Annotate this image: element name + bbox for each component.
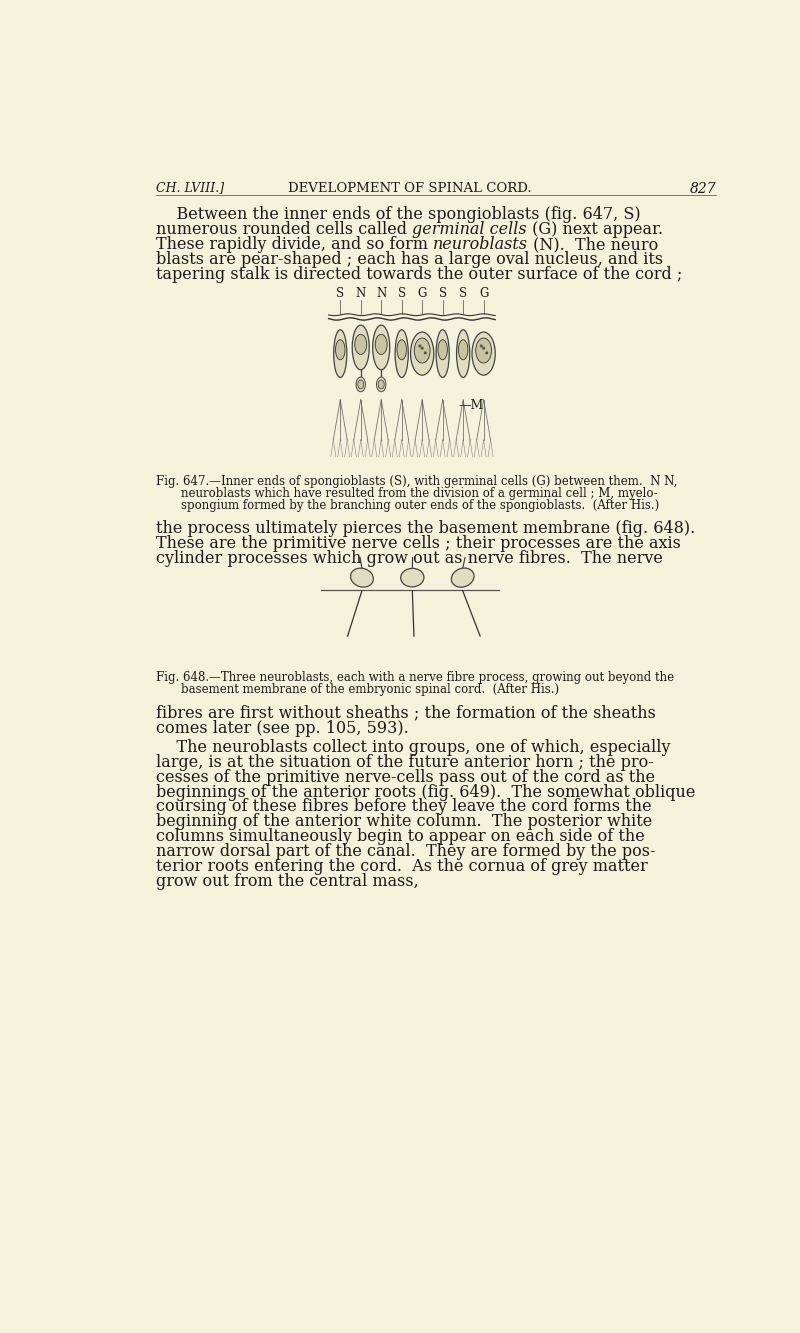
Text: cesses of the primitive nerve-cells pass out of the cord as the: cesses of the primitive nerve-cells pass… xyxy=(156,769,655,785)
Text: N: N xyxy=(356,287,366,300)
Text: Fig. 648.—Three neuroblasts, each with a nerve fibre process, growing out beyond: Fig. 648.—Three neuroblasts, each with a… xyxy=(156,670,674,684)
Ellipse shape xyxy=(472,332,495,375)
Ellipse shape xyxy=(358,380,364,389)
Ellipse shape xyxy=(424,352,427,355)
Ellipse shape xyxy=(410,332,434,375)
Ellipse shape xyxy=(373,325,390,369)
Text: grow out from the central mass,: grow out from the central mass, xyxy=(156,873,418,889)
Text: (G) next appear.: (G) next appear. xyxy=(526,221,662,239)
Text: large, is at the situation of the future anterior horn ; the pro-: large, is at the situation of the future… xyxy=(156,754,654,770)
Text: tapering stalk is directed towards the outer surface of the cord ;: tapering stalk is directed towards the o… xyxy=(156,265,682,283)
Text: neuroblasts: neuroblasts xyxy=(433,236,528,253)
Text: blasts are pear-shaped ; each has a large oval nucleus, and its: blasts are pear-shaped ; each has a larg… xyxy=(156,251,663,268)
Ellipse shape xyxy=(480,344,483,348)
Text: beginning of the anterior white column.  The posterior white: beginning of the anterior white column. … xyxy=(156,813,652,830)
Text: These rapidly divide, and so form: These rapidly divide, and so form xyxy=(156,236,433,253)
Ellipse shape xyxy=(377,377,386,392)
Ellipse shape xyxy=(334,329,347,377)
Ellipse shape xyxy=(451,568,474,588)
Ellipse shape xyxy=(482,347,485,349)
Text: CH. LVIII.]: CH. LVIII.] xyxy=(156,181,224,195)
Text: G: G xyxy=(479,287,488,300)
Text: S: S xyxy=(459,287,467,300)
Ellipse shape xyxy=(335,340,345,360)
Text: spongium formed by the branching outer ends of the spongioblasts.  (After His.): spongium formed by the branching outer e… xyxy=(181,499,659,512)
Ellipse shape xyxy=(378,380,384,389)
Ellipse shape xyxy=(436,329,450,377)
Text: comes later (see pp. 105, 593).: comes later (see pp. 105, 593). xyxy=(156,720,409,737)
Text: These are the primitive nerve cells ; their processes are the axis: These are the primitive nerve cells ; th… xyxy=(156,535,681,552)
Ellipse shape xyxy=(485,352,488,355)
Ellipse shape xyxy=(421,347,424,349)
Text: N: N xyxy=(376,287,386,300)
Text: numerous rounded cells called: numerous rounded cells called xyxy=(156,221,412,239)
Text: basement membrane of the embryonic spinal cord.  (After His.): basement membrane of the embryonic spina… xyxy=(181,682,558,696)
Ellipse shape xyxy=(457,329,470,377)
Text: columns simultaneously begin to appear on each side of the: columns simultaneously begin to appear o… xyxy=(156,828,645,845)
Text: S: S xyxy=(398,287,406,300)
Ellipse shape xyxy=(458,340,468,360)
Text: S: S xyxy=(438,287,446,300)
Text: coursing of these fibres before they leave the cord forms the: coursing of these fibres before they lea… xyxy=(156,798,651,816)
Ellipse shape xyxy=(401,568,424,587)
Text: cylinder processes which grow out as nerve fibres.  The nerve: cylinder processes which grow out as ner… xyxy=(156,549,662,567)
Ellipse shape xyxy=(414,339,430,363)
Ellipse shape xyxy=(356,377,366,392)
Text: narrow dorsal part of the canal.  They are formed by the pos-: narrow dorsal part of the canal. They ar… xyxy=(156,842,655,860)
Ellipse shape xyxy=(395,329,408,377)
Ellipse shape xyxy=(375,335,387,355)
Text: The neuroblasts collect into groups, one of which, especially: The neuroblasts collect into groups, one… xyxy=(156,738,670,756)
Text: the process ultimately pierces the basement membrane (fig. 648).: the process ultimately pierces the basem… xyxy=(156,520,695,537)
Text: Between the inner ends of the spongioblasts (fig. 647, S): Between the inner ends of the spongiobla… xyxy=(156,207,641,223)
Text: fibres are first without sheaths ; the formation of the sheaths: fibres are first without sheaths ; the f… xyxy=(156,705,656,721)
Ellipse shape xyxy=(438,340,447,360)
Ellipse shape xyxy=(418,344,422,348)
Ellipse shape xyxy=(397,340,406,360)
Ellipse shape xyxy=(476,339,491,363)
Text: Fig. 647.—Inner ends of spongioblasts (S), with germinal cells (G) between them.: Fig. 647.—Inner ends of spongioblasts (S… xyxy=(156,476,677,488)
Text: DEVELOPMENT OF SPINAL CORD.: DEVELOPMENT OF SPINAL CORD. xyxy=(288,181,532,195)
Text: 827: 827 xyxy=(690,181,716,196)
Ellipse shape xyxy=(350,568,374,587)
Text: neuroblasts which have resulted from the division of a germinal cell ; M, myelo-: neuroblasts which have resulted from the… xyxy=(181,487,657,500)
Ellipse shape xyxy=(352,325,370,369)
Text: —M: —M xyxy=(458,400,483,412)
Ellipse shape xyxy=(354,335,366,355)
Text: germinal cells: germinal cells xyxy=(412,221,526,239)
Text: (N).  The neuro: (N). The neuro xyxy=(528,236,658,253)
Text: G: G xyxy=(418,287,427,300)
Text: beginnings of the anterior roots (fig. 649).  The somewhat oblique: beginnings of the anterior roots (fig. 6… xyxy=(156,784,695,801)
Text: S: S xyxy=(336,287,344,300)
Text: terior roots entering the cord.  As the cornua of grey matter: terior roots entering the cord. As the c… xyxy=(156,858,647,874)
